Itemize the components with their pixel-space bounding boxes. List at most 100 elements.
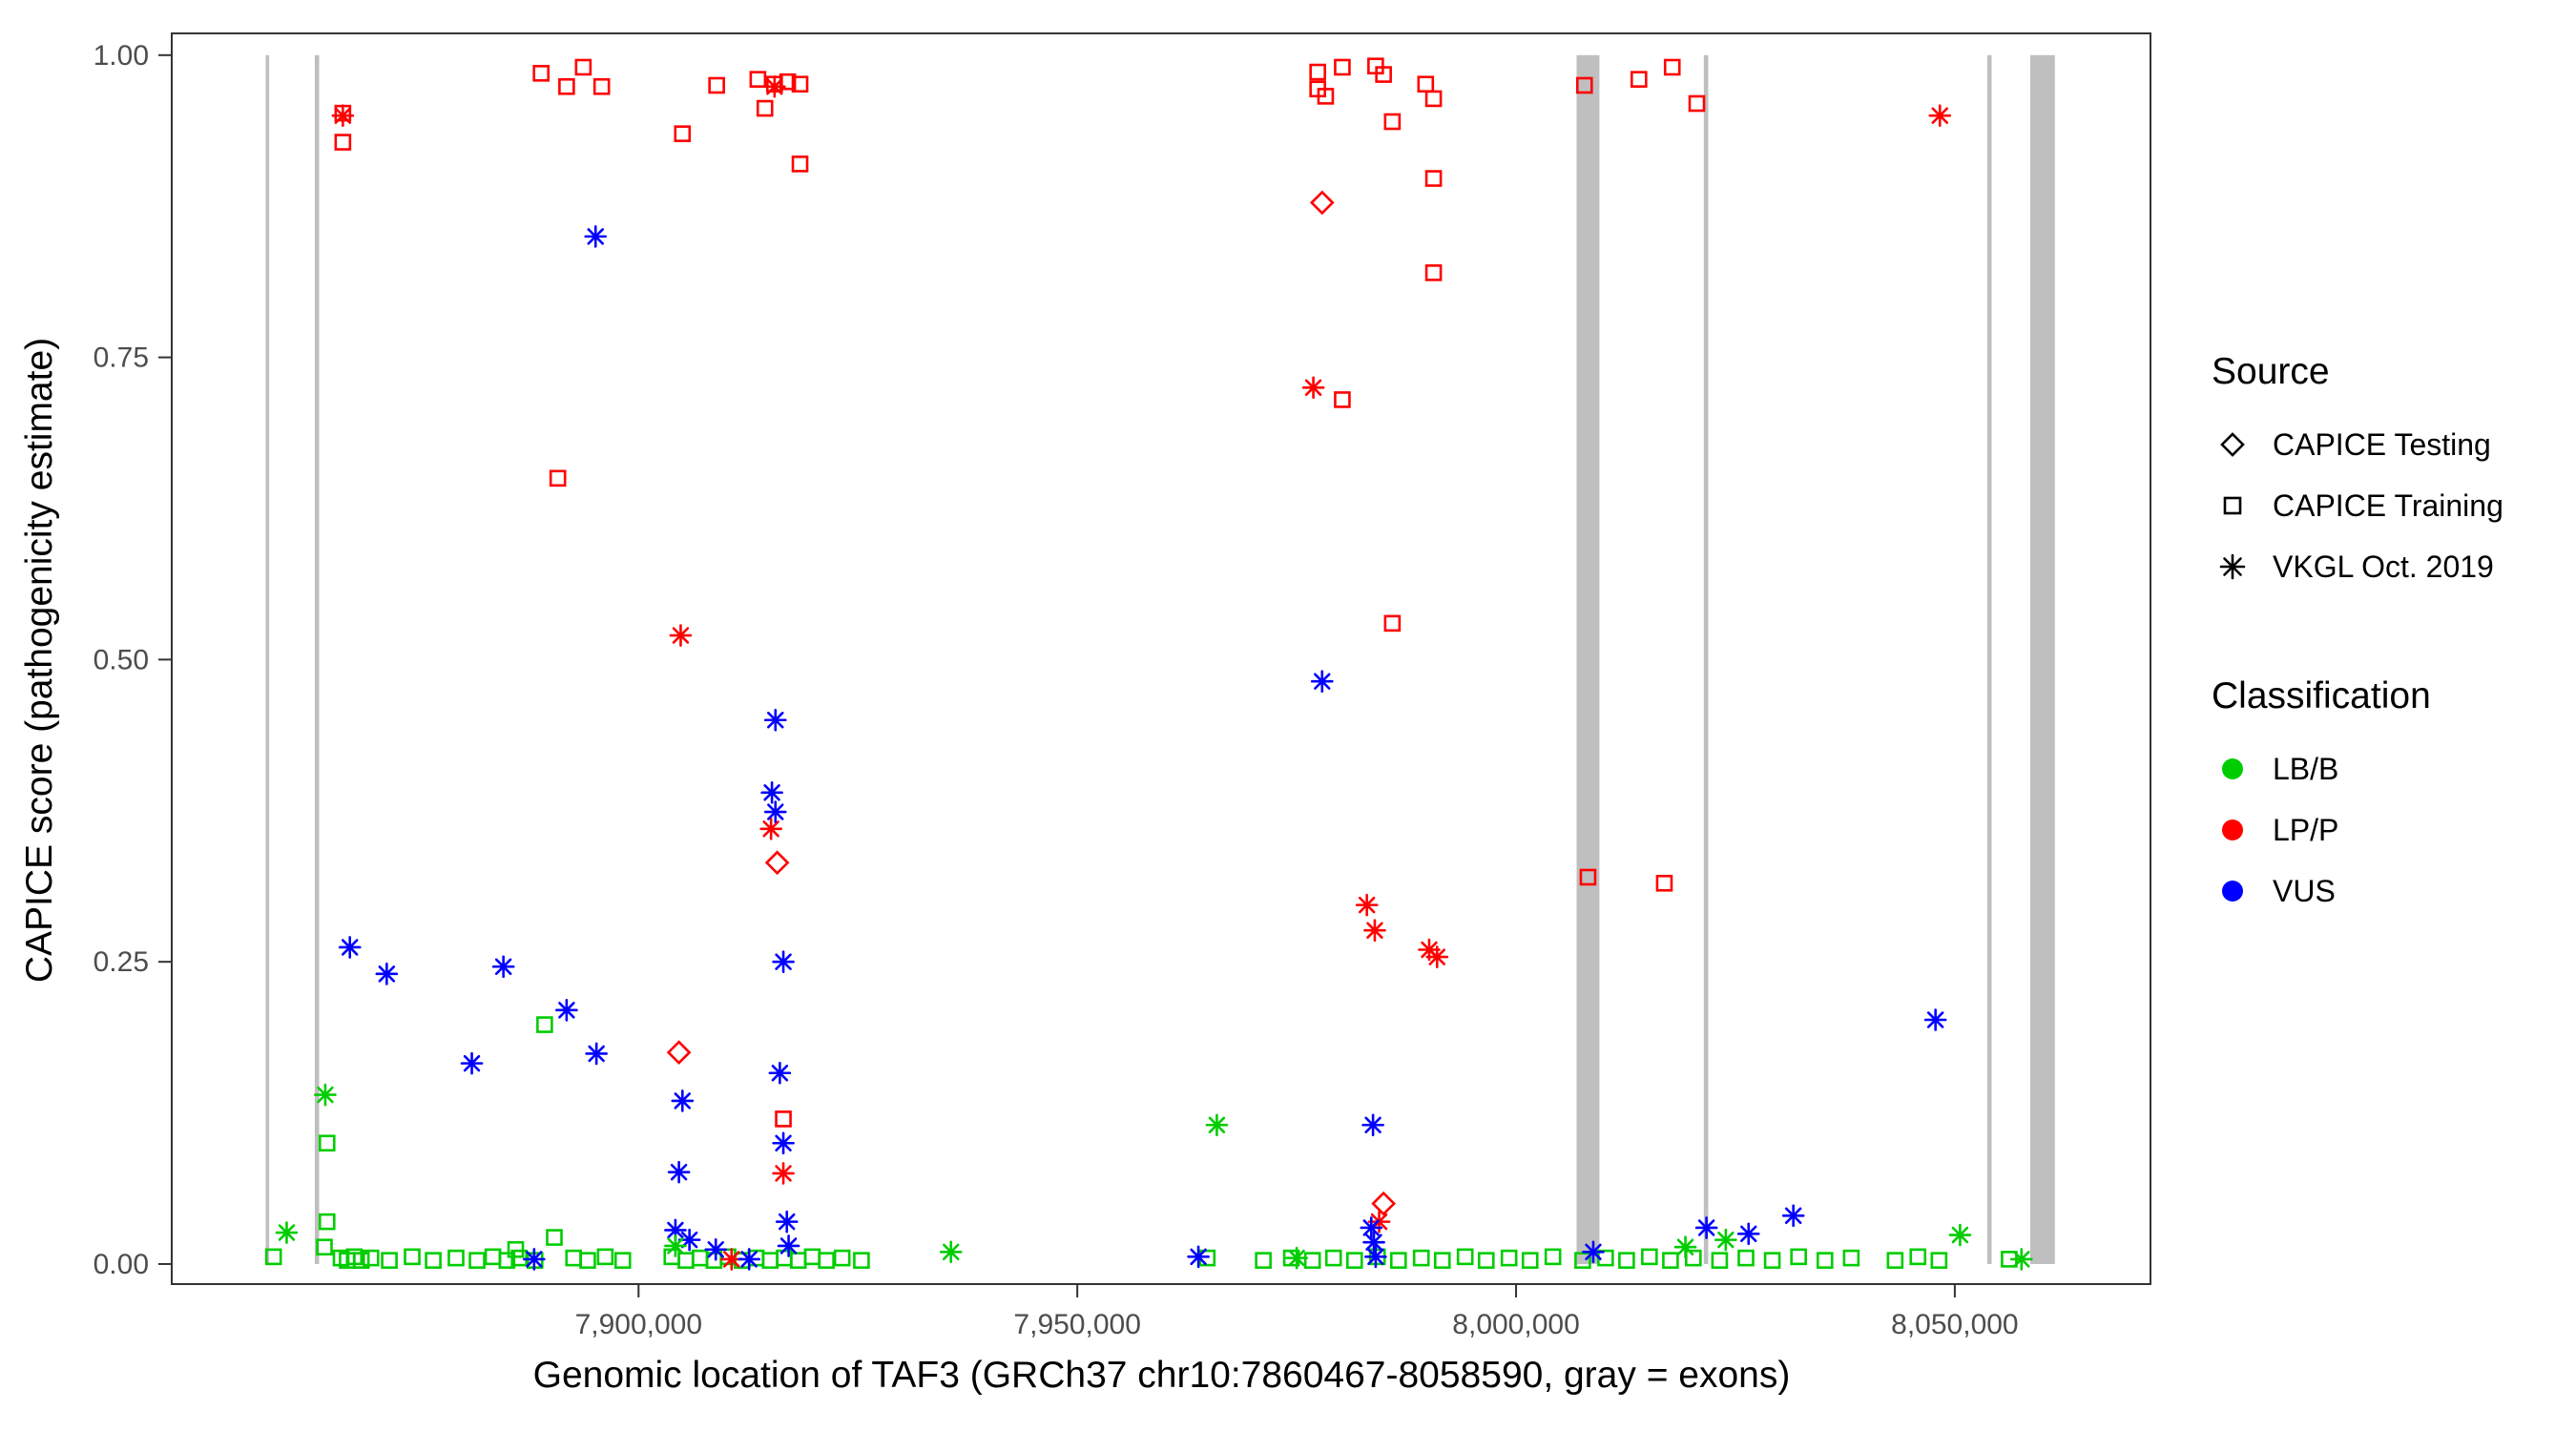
asterisk-point: [1736, 1222, 1760, 1246]
asterisk-point: [772, 950, 795, 973]
asterisk-point: [677, 1228, 701, 1252]
asterisk-line: [942, 1243, 960, 1261]
asterisk-point: [1928, 104, 1952, 127]
square-point: [546, 1229, 563, 1246]
asterisk-point: [775, 1210, 799, 1234]
square-point: [1521, 1252, 1539, 1269]
asterisk-point: [1714, 1228, 1737, 1252]
square-point: [1424, 264, 1443, 281]
square-point: [1544, 1248, 1562, 1266]
asterisk-point: [777, 1234, 800, 1257]
square-point: [1324, 1249, 1342, 1267]
diamond-point: [1309, 190, 1335, 216]
square-point: [756, 99, 774, 117]
y-tick-label: 0.75: [93, 342, 149, 374]
x-tick-label: 8,050,000: [1891, 1309, 2018, 1340]
asterisk-line: [526, 1251, 543, 1268]
asterisk-icon: [2212, 546, 2254, 588]
diamond-point: [666, 1040, 692, 1066]
x-axis-title: Genomic location of TAF3 (GRCh37 chr10:7…: [532, 1355, 1791, 1396]
asterisk-line: [740, 1251, 758, 1268]
legend-item-lpp: LP/P: [2212, 807, 2503, 853]
square-point: [596, 1248, 614, 1266]
square-point: [468, 1252, 486, 1269]
legend-item-vkgl: VKGL Oct. 2019: [2212, 544, 2503, 590]
asterisk-point: [772, 1162, 795, 1185]
asterisk-line: [775, 953, 792, 970]
legend-item-label: CAPICE Testing: [2273, 426, 2491, 462]
square-point: [853, 1252, 870, 1269]
square-point: [1255, 1252, 1272, 1269]
square-point: [592, 77, 611, 95]
asterisk-line: [775, 1134, 792, 1151]
square-point: [558, 77, 575, 95]
asterisk-line: [667, 1237, 684, 1255]
square-point: [1375, 66, 1392, 83]
asterisk-line: [494, 958, 512, 975]
asterisk-line: [779, 1213, 796, 1231]
square-point: [1334, 391, 1351, 408]
legend-item-capice-testing: CAPICE Testing: [2212, 422, 2503, 467]
square-point: [1711, 1252, 1729, 1269]
square-point: [532, 65, 551, 82]
asterisk-line: [766, 78, 783, 95]
asterisk-line: [1926, 1011, 1944, 1028]
asterisk-point: [704, 1237, 728, 1261]
asterisk-point: [763, 800, 787, 823]
square-point: [1662, 1252, 1679, 1269]
square-point: [507, 1240, 525, 1258]
asterisk-line: [1676, 1238, 1694, 1255]
square-point: [1500, 1249, 1518, 1267]
square-point: [334, 134, 352, 151]
asterisk-point: [1673, 1235, 1697, 1259]
asterisk-point: [763, 708, 787, 732]
square-point: [1790, 1248, 1807, 1266]
legend-item-label: LP/P: [2273, 812, 2339, 847]
asterisk-point: [1361, 1113, 1384, 1137]
square-point: [381, 1252, 398, 1269]
square-point: [1579, 868, 1597, 886]
square-point: [1456, 1248, 1474, 1266]
square-point: [425, 1252, 442, 1269]
square-point: [1909, 1248, 1927, 1266]
square-point: [318, 1213, 336, 1231]
asterisk-point: [1301, 376, 1325, 400]
asterisk-line: [775, 1165, 792, 1182]
square-point: [536, 1016, 553, 1033]
x-tick-label: 8,000,000: [1452, 1309, 1579, 1340]
legend-source-section: Source CAPICE Testing CAPICE Training VK…: [2212, 351, 2503, 590]
legend-item-label: LB/B: [2273, 751, 2339, 786]
asterisk-point: [763, 74, 786, 98]
square-point: [749, 71, 767, 88]
square-point: [1688, 94, 1706, 113]
asterisk-line: [587, 228, 604, 245]
legend-item-vus: VUS: [2212, 868, 2503, 914]
square-point: [1346, 1252, 1363, 1269]
square-point: [318, 1134, 336, 1152]
asterisk-line: [334, 107, 352, 124]
square-point: [1842, 1249, 1860, 1267]
green-dot-icon: [2212, 748, 2254, 790]
square-point: [264, 1248, 282, 1266]
asterisk-point: [760, 780, 783, 804]
asterisk-line: [1367, 1248, 1384, 1266]
x-tick-label: 7,900,000: [575, 1309, 702, 1340]
square-point: [549, 469, 567, 487]
asterisk-line: [1585, 1243, 1602, 1261]
square-point: [1886, 1252, 1904, 1269]
square-point: [579, 1252, 596, 1269]
asterisk-line: [1365, 1234, 1382, 1251]
asterisk-point: [555, 999, 578, 1022]
square-point: [1477, 1252, 1495, 1269]
asterisk-line: [1190, 1248, 1207, 1266]
asterisk-line: [767, 803, 784, 820]
asterisk-point: [1355, 893, 1379, 917]
asterisk-point: [491, 955, 515, 979]
asterisk-line: [317, 1086, 334, 1104]
asterisk-line: [672, 627, 690, 644]
legend-item-capice-training: CAPICE Training: [2212, 483, 2503, 529]
diamond-point: [1371, 1191, 1396, 1216]
asterisk-point: [375, 963, 399, 985]
asterisk-point: [1360, 1216, 1383, 1239]
square-point: [1618, 1252, 1635, 1269]
